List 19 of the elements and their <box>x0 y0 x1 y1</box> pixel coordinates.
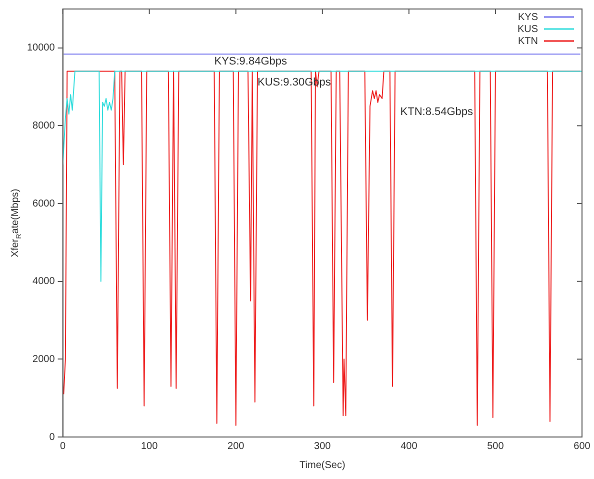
legend-label: KYS <box>518 12 538 23</box>
legend-label: KTN <box>518 36 538 47</box>
x-tick-label: 300 <box>314 440 332 452</box>
legend-label: KUS <box>517 24 538 35</box>
annotation: KTN:8.54Gbps <box>400 106 474 118</box>
annotation: KYS:9.84Gbps <box>214 56 288 68</box>
x-tick-label: 0 <box>60 440 66 452</box>
x-tick-label: 400 <box>400 440 418 452</box>
y-tick-label: 2000 <box>32 354 56 365</box>
y-tick-label: 0 <box>49 432 56 443</box>
x-tick-label: 100 <box>140 440 158 452</box>
x-tick-label: 500 <box>487 440 504 452</box>
y-tick-label: 4000 <box>32 276 56 288</box>
y-tick-label: 6000 <box>32 198 56 210</box>
x-tick-label: 200 <box>228 440 245 452</box>
x-tick-label: 600 <box>574 440 591 452</box>
y-tick-label: 10000 <box>26 42 56 54</box>
y-tick-label: 8000 <box>32 120 56 132</box>
x-axis-title: Time(Sec) <box>300 460 346 471</box>
